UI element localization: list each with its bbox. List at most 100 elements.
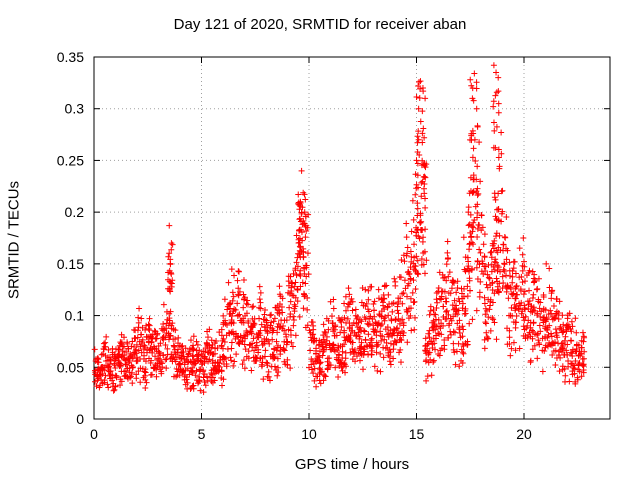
data-point [302,213,309,220]
data-point [231,272,238,279]
data-point [503,272,510,279]
data-point [390,346,397,353]
data-point [422,164,429,171]
data-point [298,210,305,217]
data-point [118,331,125,338]
data-point [242,312,249,319]
data-point [453,289,460,296]
data-point [199,352,206,359]
data-point [448,285,455,292]
data-point [265,337,272,344]
data-point [375,341,382,348]
data-point [310,326,317,333]
data-point [293,259,300,266]
data-point [113,373,120,380]
data-point [332,364,339,371]
data-point [384,344,391,351]
data-point [358,350,365,357]
data-point [267,377,274,384]
data-point [218,367,225,374]
data-point [388,300,395,307]
data-point [573,329,580,336]
data-point [400,252,407,259]
data-point [130,364,137,371]
data-point [328,313,335,320]
data-point [132,348,139,355]
data-points [91,62,588,396]
data-point [518,299,525,306]
data-point [421,248,428,255]
data-point [304,250,311,257]
data-point [341,341,348,348]
data-point [274,355,281,362]
data-point [526,267,533,274]
data-point [117,382,124,389]
x-tick-label: 5 [198,426,206,442]
data-point [313,383,320,390]
data-point [339,348,346,355]
data-point [491,127,498,134]
data-point [555,315,562,322]
data-point [441,342,448,349]
data-point [407,264,414,271]
data-point [300,305,307,312]
data-point [516,345,523,352]
data-point [565,363,572,370]
data-point [531,342,538,349]
data-point [498,129,505,136]
data-point [119,343,126,350]
data-point [310,370,317,377]
data-point [456,363,463,370]
data-point [349,339,356,346]
data-point [284,338,291,345]
data-point [454,284,461,291]
data-point [495,146,502,153]
data-point [311,377,318,384]
data-point [204,334,211,341]
data-point [297,215,304,222]
data-point [296,227,303,234]
data-point [245,319,252,326]
data-point [452,361,459,368]
data-point [282,361,289,368]
data-point [476,293,483,300]
data-point [401,258,408,265]
data-point [290,313,297,320]
data-point [488,254,495,261]
data-point [404,244,411,251]
data-point [257,355,264,362]
data-point [169,320,176,327]
data-point [321,338,328,345]
data-point [469,316,476,323]
data-point [365,321,372,328]
data-point [489,299,496,306]
data-point [175,346,182,353]
data-point [194,380,201,387]
data-point [271,346,278,353]
data-point [446,269,453,276]
data-point [513,282,520,289]
data-point [104,381,111,388]
data-point [161,326,168,333]
data-point [513,283,520,290]
data-point [217,356,224,363]
data-point [504,247,511,254]
data-point [256,315,263,322]
data-point [466,320,473,327]
data-point [220,335,227,342]
data-point [493,230,500,237]
data-point [400,319,407,326]
data-point [501,233,508,240]
data-point [236,311,243,318]
data-point [168,240,175,247]
data-point [495,74,502,81]
data-point [473,188,480,195]
data-point [289,280,296,287]
data-point [507,352,514,359]
data-point [403,220,410,227]
data-point [482,311,489,318]
data-point [134,334,141,341]
data-point [522,313,529,320]
data-point [397,359,404,366]
data-point [487,298,494,305]
